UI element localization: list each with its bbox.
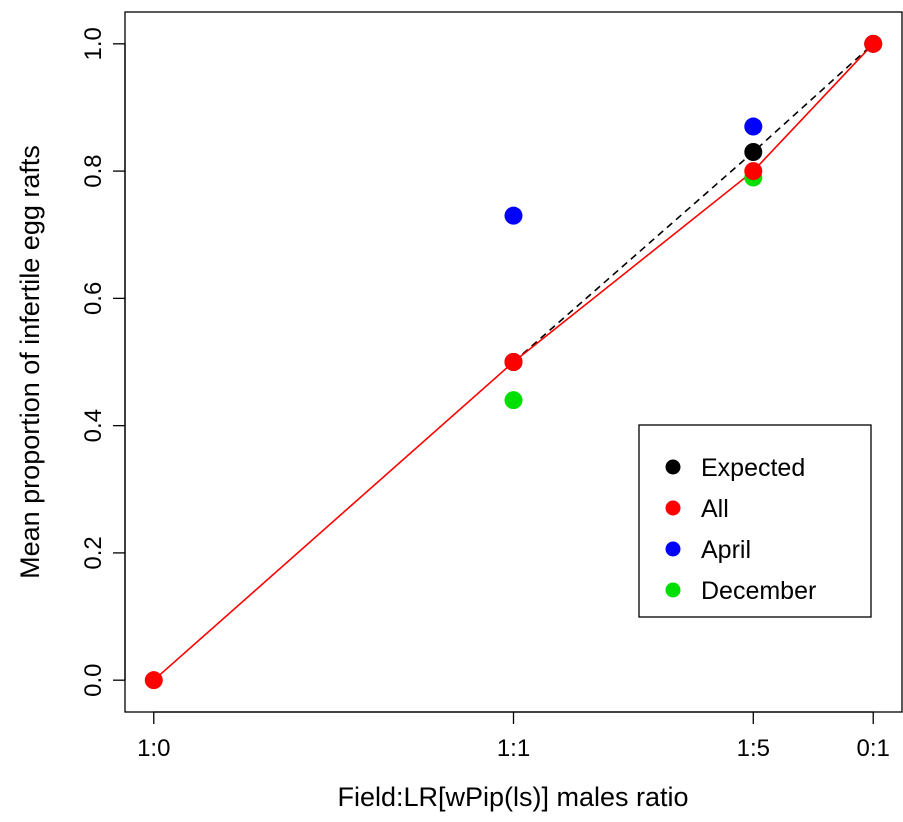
y-tick-label: 0.0	[80, 663, 107, 696]
y-axis-title: Mean proportion of infertile egg rafts	[15, 145, 45, 579]
point-december	[504, 391, 523, 410]
x-tick-label: 1:0	[137, 735, 170, 762]
point-expected	[744, 143, 763, 161]
x-tick-label: 1:5	[737, 735, 770, 762]
legend-marker-december	[665, 582, 681, 598]
legend-label-all: All	[701, 495, 729, 523]
x-tick-label: 0:1	[857, 735, 890, 762]
y-tick-label: 0.6	[80, 282, 107, 315]
series-line-expected	[512, 43, 874, 363]
series-points	[144, 34, 883, 690]
legend-label-december: December	[701, 577, 816, 605]
point-all	[744, 162, 763, 181]
point-april	[744, 117, 763, 136]
y-tick-label: 0.2	[80, 536, 107, 569]
legend: Expected All April December	[638, 424, 872, 618]
x-tick-label: 1:1	[497, 735, 530, 762]
point-all	[144, 671, 163, 690]
legend-label-april: April	[701, 536, 751, 564]
legend-label-expected: Expected	[701, 454, 805, 482]
point-april	[504, 206, 523, 225]
y-axis: 0.0 0.2 0.4 0.6 0.8 1.0	[80, 27, 126, 697]
point-all	[504, 353, 523, 371]
point-all	[864, 34, 883, 53]
legend-marker-expected	[665, 459, 681, 475]
y-tick-label: 0.8	[80, 154, 107, 187]
legend-marker-all	[665, 500, 681, 516]
x-axis-title: Field:LR[wPip(ls)] males ratio	[337, 782, 688, 812]
y-tick-label: 0.4	[80, 409, 107, 442]
legend-marker-april	[665, 541, 681, 557]
series-line-all	[153, 43, 874, 681]
x-axis: 1:0 1:1 1:5 0:1	[137, 711, 890, 762]
y-tick-label: 1.0	[80, 27, 107, 60]
